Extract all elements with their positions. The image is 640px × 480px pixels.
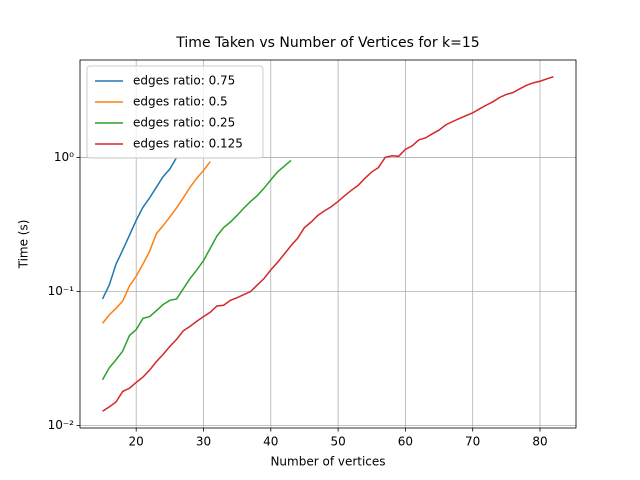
y-axis-label: Time (s) <box>17 220 31 270</box>
x-tick-label: 20 <box>129 435 144 449</box>
legend-label: edges ratio: 0.125 <box>133 137 243 151</box>
series-line <box>101 159 292 381</box>
series-line <box>101 157 178 300</box>
x-tick-label: 40 <box>263 435 278 449</box>
y-tick-label: 10⁻¹ <box>48 284 75 298</box>
x-tick-label: 80 <box>532 435 547 449</box>
legend-label: edges ratio: 0.25 <box>133 116 235 130</box>
legend-label: edges ratio: 0.75 <box>133 74 235 88</box>
y-tick-label: 10⁻² <box>48 418 75 432</box>
x-axis-label: Number of vertices <box>270 455 385 469</box>
x-tick-label: 60 <box>398 435 413 449</box>
plot-frame <box>79 59 577 429</box>
y-tick-label: 10⁰ <box>54 150 74 164</box>
x-tick-label: 30 <box>196 435 211 449</box>
x-tick-label: 70 <box>465 435 480 449</box>
series-line <box>101 161 211 324</box>
x-tick-label: 50 <box>330 435 345 449</box>
chart-title: Time Taken vs Number of Vertices for k=1… <box>175 35 479 51</box>
legend-box <box>86 65 264 159</box>
series-line <box>102 76 554 412</box>
legend-label: edges ratio: 0.5 <box>133 95 228 109</box>
